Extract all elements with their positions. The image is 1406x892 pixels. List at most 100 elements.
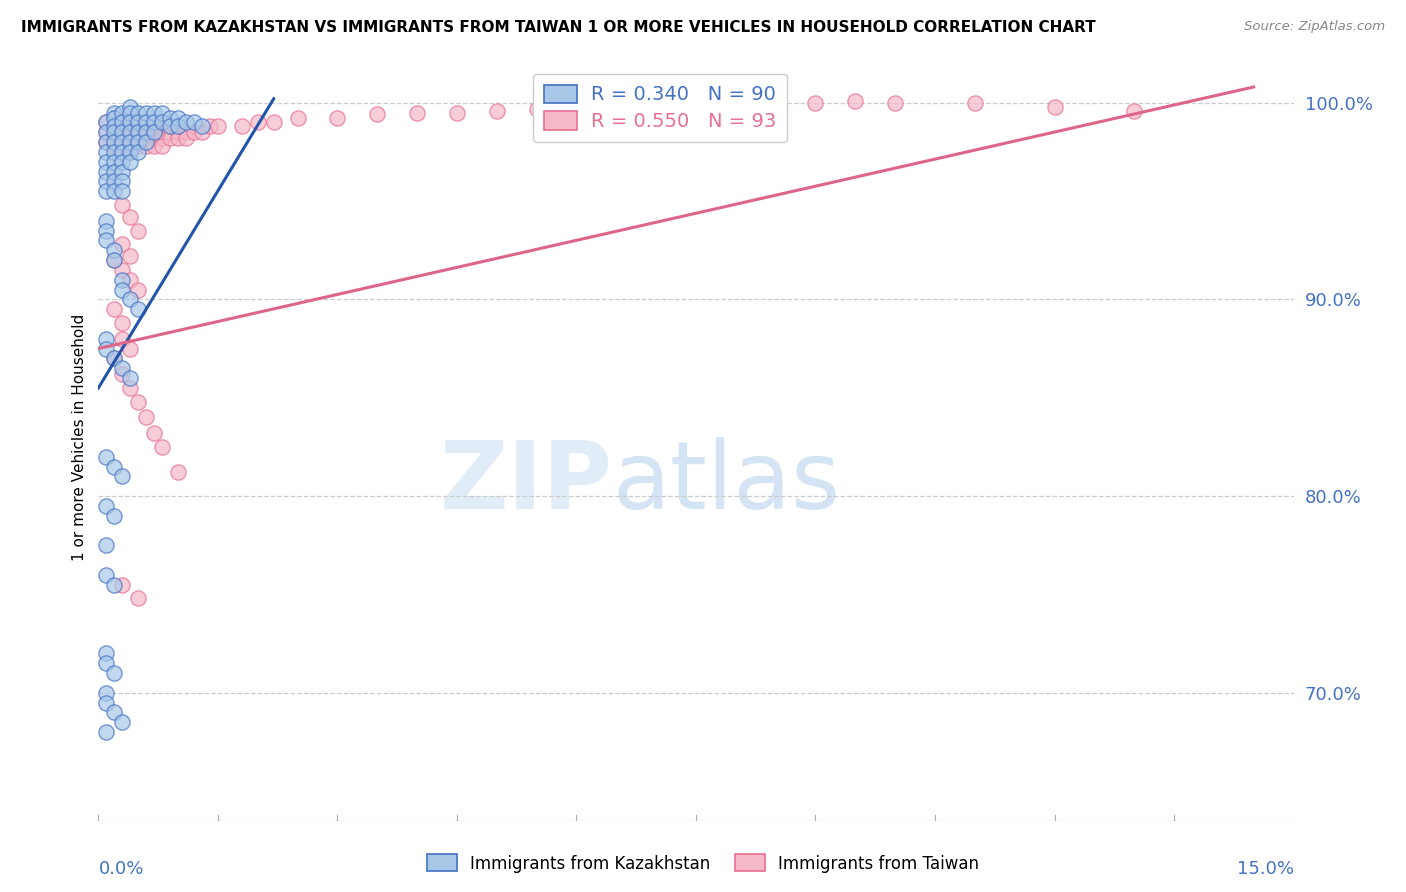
Point <box>485 103 508 118</box>
Point <box>96 164 118 178</box>
Point <box>96 125 118 139</box>
Point <box>326 112 349 126</box>
Point <box>103 125 125 139</box>
Point <box>143 426 166 441</box>
Point <box>167 466 190 480</box>
Text: atlas: atlas <box>613 437 841 529</box>
Point <box>159 125 181 139</box>
Point <box>111 263 134 277</box>
Point <box>287 112 309 126</box>
Text: IMMIGRANTS FROM KAZAKHSTAN VS IMMIGRANTS FROM TAIWAN 1 OR MORE VEHICLES IN HOUSE: IMMIGRANTS FROM KAZAKHSTAN VS IMMIGRANTS… <box>21 20 1095 35</box>
Point <box>111 164 134 178</box>
Point <box>207 120 229 134</box>
Point <box>120 371 142 385</box>
Point <box>366 107 388 121</box>
Point <box>167 120 190 134</box>
Point <box>1043 100 1066 114</box>
Point <box>127 125 149 139</box>
Point <box>111 184 134 198</box>
Point <box>103 139 125 153</box>
Point <box>127 223 149 237</box>
Point <box>526 102 548 116</box>
Point <box>120 273 142 287</box>
Text: 15.0%: 15.0% <box>1236 860 1294 878</box>
Point <box>111 577 134 591</box>
Point <box>174 125 197 139</box>
Point <box>143 120 166 134</box>
Point <box>103 120 125 134</box>
Point <box>150 139 173 153</box>
Point <box>127 139 149 153</box>
Point <box>143 125 166 139</box>
Point <box>406 105 429 120</box>
Point <box>103 105 125 120</box>
Point <box>198 120 221 134</box>
Point <box>96 499 118 513</box>
Point <box>103 253 125 268</box>
Point <box>103 120 125 134</box>
Point <box>111 115 134 129</box>
Point <box>103 125 125 139</box>
Point <box>120 115 142 129</box>
Point <box>167 112 190 126</box>
Point <box>96 450 118 464</box>
Point <box>231 120 253 134</box>
Point <box>96 657 118 671</box>
Point <box>111 120 134 134</box>
Point <box>135 135 157 149</box>
Point <box>96 567 118 582</box>
Text: ZIP: ZIP <box>440 437 613 529</box>
Point <box>96 154 118 169</box>
Point <box>127 591 149 606</box>
Point <box>127 115 149 129</box>
Point <box>884 95 907 110</box>
Point <box>111 131 134 145</box>
Point <box>103 135 125 149</box>
Point <box>724 97 747 112</box>
Point <box>159 131 181 145</box>
Point <box>127 105 149 120</box>
Point <box>135 125 157 139</box>
Point <box>111 283 134 297</box>
Point <box>103 508 125 523</box>
Point <box>111 145 134 159</box>
Point <box>111 273 134 287</box>
Point <box>111 715 134 730</box>
Point <box>96 125 118 139</box>
Point <box>135 131 157 145</box>
Point <box>143 131 166 145</box>
Point <box>120 115 142 129</box>
Point <box>103 577 125 591</box>
Point <box>111 237 134 252</box>
Legend: Immigrants from Kazakhstan, Immigrants from Taiwan: Immigrants from Kazakhstan, Immigrants f… <box>420 847 986 880</box>
Point <box>111 361 134 376</box>
Point <box>96 696 118 710</box>
Point <box>150 440 173 454</box>
Point <box>96 174 118 188</box>
Point <box>246 115 269 129</box>
Point <box>150 125 173 139</box>
Point <box>96 213 118 227</box>
Point <box>120 100 142 114</box>
Point <box>111 145 134 159</box>
Point <box>111 125 134 139</box>
Point <box>159 120 181 134</box>
Point <box>111 115 134 129</box>
Point <box>111 135 134 149</box>
Point <box>103 351 125 366</box>
Point <box>103 131 125 145</box>
Point <box>103 253 125 268</box>
Text: 0.0%: 0.0% <box>98 860 143 878</box>
Point <box>135 105 157 120</box>
Point <box>120 342 142 356</box>
Point <box>120 139 142 153</box>
Point <box>963 95 986 110</box>
Point <box>127 394 149 409</box>
Point <box>565 100 588 114</box>
Point <box>103 244 125 258</box>
Point <box>96 135 118 149</box>
Point <box>191 125 214 139</box>
Point <box>96 686 118 700</box>
Point <box>135 115 157 129</box>
Point <box>135 125 157 139</box>
